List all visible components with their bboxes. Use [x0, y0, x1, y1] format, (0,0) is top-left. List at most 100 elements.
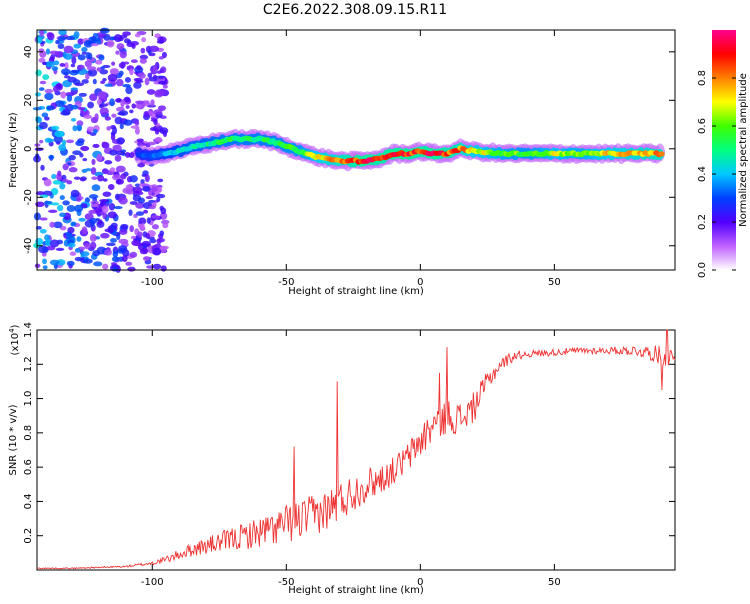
- noise-speck: [39, 217, 48, 221]
- noise-speck: [142, 256, 151, 262]
- noise-speck: [44, 116, 50, 121]
- noise-speck: [135, 211, 145, 216]
- spectrogram-y-tick-label: 40: [23, 45, 34, 58]
- noise-speck: [113, 34, 123, 42]
- colorbar-ticks: 0.0 0.2 0.4 0.6 0.8: [697, 70, 736, 278]
- noise-speck: [43, 178, 52, 187]
- noise-speck: [105, 242, 116, 247]
- noise-speck: [118, 62, 126, 69]
- noise-speck: [50, 202, 60, 206]
- noise-speck: [151, 186, 159, 192]
- noise-speck: [81, 79, 89, 84]
- noise-speck: [155, 75, 165, 79]
- noise-speck: [83, 40, 93, 48]
- noise-speck: [129, 68, 134, 76]
- noise-speck: [84, 60, 92, 68]
- noise-speck: [94, 113, 99, 121]
- noise-speck: [131, 240, 139, 246]
- noise-speck: [91, 176, 98, 180]
- noise-speck: [157, 80, 167, 85]
- snr-plot-frame: [36, 329, 676, 571]
- snr-scale-exponent: 4: [8, 328, 16, 333]
- noise-speck: [70, 87, 78, 91]
- noise-speck: [129, 201, 138, 205]
- noise-speck: [59, 195, 65, 201]
- noise-speck: [42, 74, 50, 80]
- noise-speck: [159, 127, 169, 135]
- noise-speck: [70, 189, 80, 198]
- noise-speck: [98, 54, 105, 61]
- spectrogram-y-axis-label: Frequency (Hz): [8, 112, 19, 188]
- noise-speck: [125, 105, 130, 109]
- noise-speck: [131, 103, 136, 109]
- noise-speck: [92, 143, 100, 149]
- noise-speck: [71, 69, 80, 74]
- snr-axes: -100 -50 0 50 0.2 0.4 0.6 0.8 1.0 1.2 1.4: [23, 322, 675, 588]
- noise-speck: [109, 149, 118, 156]
- snr-marks: [36, 329, 676, 570]
- noise-speck: [115, 50, 120, 55]
- noise-speck: [152, 263, 162, 270]
- noise-speck: [86, 66, 97, 71]
- noise-speck: [39, 29, 45, 37]
- noise-speck: [150, 99, 155, 107]
- noise-speck: [140, 222, 145, 230]
- noise-speck: [80, 251, 90, 257]
- noise-speck: [102, 77, 107, 82]
- noise-speck: [96, 153, 103, 161]
- spectrogram-panel: -100 -50 0 50 -40 -20 0 20 40 Height of straight…: [8, 27, 676, 297]
- noise-speck: [85, 52, 91, 59]
- noise-speck: [159, 230, 165, 237]
- noise-speck: [57, 204, 64, 212]
- noise-speck: [90, 43, 99, 47]
- noise-speck: [118, 196, 128, 205]
- noise-speck: [152, 247, 162, 256]
- noise-speck: [157, 178, 164, 183]
- noise-speck: [99, 103, 108, 107]
- noise-speck: [45, 48, 51, 55]
- noise-speck: [65, 36, 75, 41]
- snr-y-tick-label: 1.2: [23, 356, 34, 372]
- noise-speck: [114, 98, 123, 103]
- noise-speck: [115, 165, 126, 173]
- noise-speck: [104, 116, 112, 121]
- noise-speck: [89, 217, 98, 224]
- noise-speck: [139, 58, 147, 64]
- noise-speck: [138, 217, 147, 225]
- noise-speck: [81, 168, 88, 174]
- noise-speck: [62, 178, 69, 183]
- noise-speck: [49, 221, 55, 228]
- noise-speck: [91, 158, 96, 165]
- noise-speck: [70, 117, 77, 122]
- noise-speck: [91, 184, 101, 192]
- noise-speck: [148, 76, 157, 82]
- noise-speck: [89, 233, 97, 242]
- noise-speck: [42, 190, 53, 196]
- noise-speck: [62, 200, 70, 206]
- noise-speck: [107, 73, 118, 82]
- noise-speck: [45, 61, 55, 68]
- noise-speck: [57, 170, 62, 177]
- noise-speck: [149, 238, 157, 244]
- noise-speck: [35, 191, 45, 196]
- noise-speck: [111, 256, 120, 263]
- noise-speck: [77, 54, 86, 61]
- noise-speck: [81, 226, 88, 235]
- noise-speck: [96, 67, 102, 72]
- noise-speck: [118, 228, 128, 235]
- noise-speck: [43, 200, 53, 205]
- noise-speck: [162, 222, 169, 229]
- noise-speck: [112, 174, 121, 181]
- noise-speck: [64, 62, 69, 70]
- noise-speck: [67, 226, 75, 234]
- noise-speck: [157, 186, 163, 193]
- noise-speck: [152, 64, 158, 73]
- noise-speck: [128, 209, 133, 216]
- spectrogram-x-axis-label: Height of straight line (km): [288, 286, 424, 297]
- spectrogram-plot-frame: [36, 29, 676, 271]
- noise-speck: [107, 211, 118, 219]
- noise-speck: [51, 66, 59, 71]
- noise-speck: [75, 140, 84, 146]
- noise-speck: [87, 101, 95, 109]
- noise-speck: [57, 36, 66, 42]
